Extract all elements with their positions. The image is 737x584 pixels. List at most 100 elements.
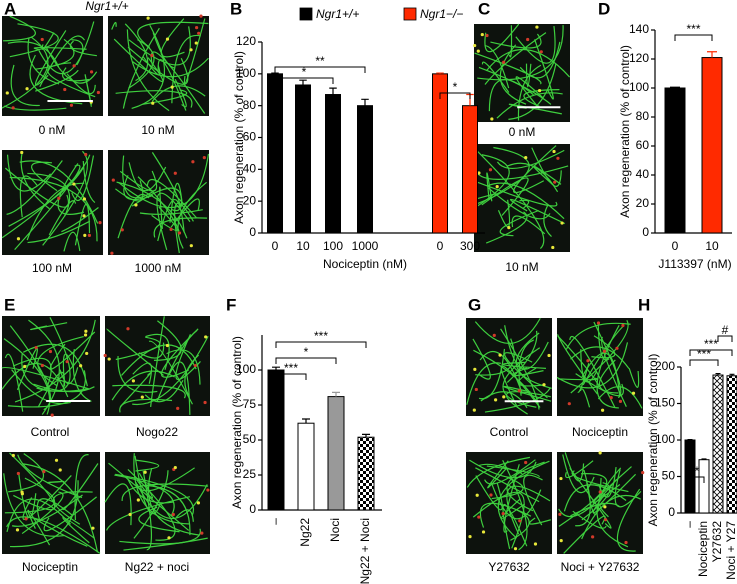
image-caption: 1000 nM: [135, 261, 182, 275]
axon: [34, 517, 88, 547]
x-tick-label: Ng22: [298, 518, 312, 547]
growth-cone: [173, 171, 177, 175]
axon: [599, 502, 609, 518]
growth-cone: [475, 493, 479, 497]
axon: [137, 21, 209, 48]
panel-label: C: [478, 0, 490, 18]
growth-cone: [490, 117, 494, 121]
axon: [111, 21, 117, 30]
panel-label: B: [230, 0, 242, 18]
axon: [582, 325, 624, 386]
image-caption: Nogo22: [136, 425, 178, 439]
growth-cone: [598, 490, 602, 494]
axon: [523, 474, 543, 526]
micrograph: [557, 451, 645, 554]
growth-cone: [5, 91, 9, 95]
axon: [177, 181, 207, 249]
significance-bracket: [689, 476, 705, 483]
axon: [9, 452, 56, 511]
axon: [144, 379, 184, 403]
axon: [478, 348, 506, 400]
micrograph: [1, 316, 100, 417]
growth-cone: [85, 351, 89, 356]
growth-cone: [176, 406, 180, 411]
growth-cone: [596, 321, 601, 325]
bar: [295, 84, 311, 234]
growth-cone: [621, 323, 625, 328]
axon: [525, 63, 532, 88]
growth-cone: [25, 87, 29, 91]
axon: [565, 322, 631, 350]
error-bar: [272, 366, 280, 370]
axon: [478, 463, 523, 475]
axon: [33, 46, 87, 51]
growth-cone: [526, 37, 530, 42]
growth-cone: [591, 535, 595, 539]
bar: [712, 374, 724, 514]
growth-cone: [200, 531, 204, 535]
axon: [115, 180, 144, 202]
axon: [474, 52, 542, 85]
axon: [506, 485, 551, 535]
axon: [123, 537, 208, 551]
panel-label: E: [4, 295, 15, 314]
y-tick-label: 150: [655, 396, 675, 410]
growth-cone: [84, 329, 88, 333]
axon: [490, 481, 542, 520]
bar: [664, 87, 686, 234]
x-tick-label: 10: [296, 239, 310, 253]
axon: [7, 41, 60, 68]
y-tick-label: 0: [642, 225, 649, 239]
axon: [161, 328, 199, 378]
significance-bracket: [275, 357, 337, 364]
axon: [531, 147, 562, 187]
y-tick-label: 40: [636, 167, 650, 181]
y-tick-label: 60: [636, 138, 650, 152]
axon: [119, 170, 158, 192]
axon: [511, 215, 546, 235]
growth-cone: [82, 197, 87, 201]
growth-cone: [472, 408, 476, 412]
axon: [19, 175, 39, 218]
bar: [462, 105, 478, 234]
growth-cone: [553, 180, 557, 184]
growth-cone: [494, 398, 498, 402]
image-caption: Ng22 + noci: [125, 560, 189, 574]
axon: [496, 149, 565, 169]
growth-cone: [120, 228, 124, 232]
growth-cone: [567, 402, 571, 406]
axon: [474, 180, 558, 207]
growth-cone: [473, 367, 477, 371]
axon: [513, 145, 557, 194]
growth-cone: [618, 399, 623, 403]
axon: [22, 343, 88, 387]
growth-cone: [50, 413, 54, 417]
axon: [484, 459, 536, 485]
axon: [558, 377, 598, 381]
growth-cone: [485, 33, 489, 38]
axon: [36, 317, 71, 392]
axon: [519, 199, 530, 209]
axon: [3, 105, 67, 111]
significance-bracket: [689, 349, 733, 356]
axon: [106, 328, 164, 376]
bar: [726, 375, 737, 514]
growth-cone: [82, 214, 86, 218]
axon: [504, 325, 549, 370]
growth-cone: [165, 37, 170, 41]
axon: [38, 21, 95, 75]
error-bar: [361, 98, 369, 106]
axon: [575, 469, 591, 527]
axon: [116, 181, 188, 239]
axon: [26, 182, 85, 241]
axon: [137, 176, 180, 232]
growth-cone: [72, 64, 76, 68]
y-tick-label: 140: [629, 22, 649, 36]
axon: [478, 66, 552, 105]
axon: [175, 509, 194, 522]
significance-label: *: [453, 80, 458, 94]
axon: [114, 474, 175, 517]
growth-cone: [501, 511, 505, 516]
axon: [4, 167, 69, 208]
